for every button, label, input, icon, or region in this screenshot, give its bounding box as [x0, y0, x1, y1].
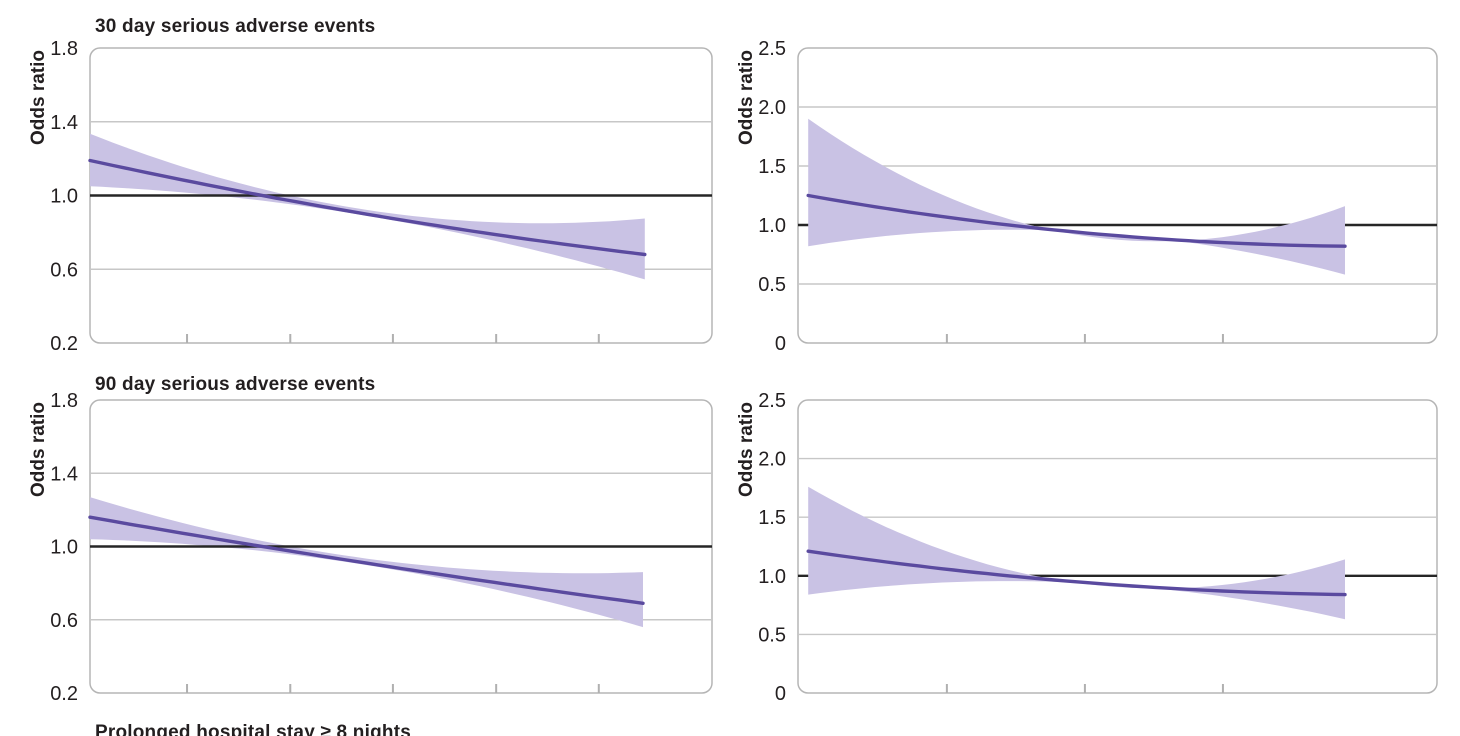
chart-panel-bottom-right: 2.5 2.0 1.5 1.0 0.5 0 Odds ratio	[736, 390, 1438, 705]
cropped-next-panel-title: Prolonged hospital stay ≥ 8 nights	[95, 722, 411, 736]
y-tick-label: 1.0	[758, 215, 786, 237]
y-tick-label: 1.5	[758, 507, 786, 529]
y-axis-label: Odds ratio	[736, 402, 757, 497]
y-tick-label: 1.8	[50, 38, 78, 60]
odds-ratio-line	[806, 193, 1347, 248]
y-tick-label: 1.0	[758, 566, 786, 588]
y-tick-label: 1.4	[50, 463, 78, 485]
plot-border	[797, 47, 1438, 344]
y-tick-label: 0	[775, 333, 786, 355]
y-tick-label: 0.2	[50, 333, 78, 355]
y-tick-label: 1.5	[758, 156, 786, 178]
y-axis-label: Odds ratio	[28, 402, 49, 497]
confidence-band	[808, 118, 1345, 275]
y-axis-label: Odds ratio	[736, 50, 757, 145]
y-tick-label: 2.5	[758, 390, 786, 412]
y-axis-label: Odds ratio	[28, 50, 49, 145]
y-tick-label: 0.6	[50, 610, 78, 632]
y-tick-label: 1.8	[50, 390, 78, 412]
y-tick-label: 1.0	[50, 186, 78, 208]
panel-title-bottom-left: 90 day serious adverse events	[95, 374, 376, 395]
chart-panel-top-right: 2.5 2.0 1.5 1.0 0.5 0 Odds ratio	[736, 38, 1438, 355]
y-tick-label: 0.5	[758, 624, 786, 646]
y-tick-label: 0.6	[50, 259, 78, 281]
confidence-band	[808, 486, 1345, 620]
chart-panel-bottom-left: 1.8 1.4 1.0 0.6 0.2 Odds ratio	[28, 390, 713, 705]
y-tick-label: 2.0	[758, 449, 786, 471]
plot-border	[797, 399, 1438, 694]
panel-title-top-left: 30 day serious adverse events	[95, 16, 376, 37]
y-tick-label: 2.0	[758, 97, 786, 119]
y-tick-label: 0	[775, 683, 786, 705]
chart-panel-top-left: 1.8 1.4 1.0 0.6 0.2 Odds ratio	[28, 38, 713, 355]
y-tick-label: 2.5	[758, 38, 786, 60]
odds-ratio-line	[88, 515, 645, 606]
odds-ratio-line	[806, 549, 1347, 597]
odds-ratio-line	[88, 158, 647, 257]
confidence-band	[90, 133, 645, 280]
y-tick-label: 1.4	[50, 112, 78, 134]
y-tick-label: 0.5	[758, 274, 786, 296]
y-tick-label: 0.2	[50, 683, 78, 705]
y-tick-label: 1.0	[50, 537, 78, 559]
